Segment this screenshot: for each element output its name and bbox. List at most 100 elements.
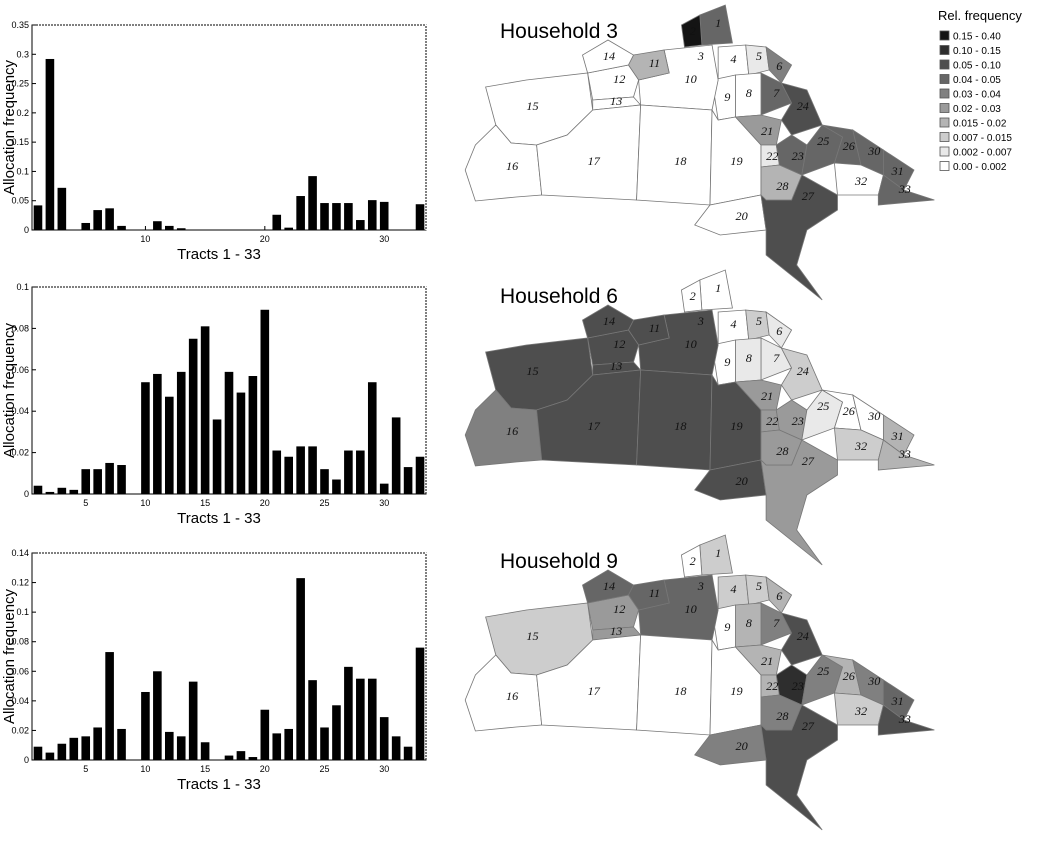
tract-label: 2 (690, 24, 696, 38)
bar-tract-11 (153, 221, 162, 230)
tract-label: 19 (730, 419, 742, 433)
x-tick-label: 25 (320, 498, 330, 508)
bar-tract-28 (356, 450, 365, 494)
bar-tract-20 (260, 709, 270, 760)
bar-tract-12 (165, 225, 174, 230)
tract-2-region (680, 544, 703, 578)
tract-label: 27 (802, 189, 815, 203)
tract-label: 33 (898, 712, 911, 726)
bar-tract-17 (224, 755, 234, 760)
bar-tract-24 (308, 176, 317, 230)
bar-tract-27 (344, 203, 353, 230)
bar-tract-11 (153, 671, 162, 760)
bar-tract-31 (391, 417, 401, 494)
tract-label: 32 (854, 439, 867, 453)
bar-tract-3 (57, 743, 67, 760)
x-tick-label: 25 (320, 764, 330, 774)
tract-label: 19 (730, 684, 742, 698)
tract-label: 4 (730, 317, 736, 331)
tract-24-region (780, 347, 823, 401)
tract-label: 13 (610, 94, 622, 108)
legend-swatch (939, 59, 950, 70)
legend-label: 0.15 - 0.40 (953, 32, 1001, 43)
legend-label: 0.02 - 0.03 (953, 104, 1001, 115)
tract-label: 8 (746, 351, 752, 365)
x-axis-label: Tracts 1 - 33 (177, 776, 261, 793)
x-tick-label: 15 (200, 764, 210, 774)
bar-chart-1: 0 0.05 0.1 0.15 0.2 0.25 0.3 0.35 10 20 30 Tracts 1… (1, 20, 427, 263)
tract-label: 26 (843, 669, 855, 683)
bar-tract-29 (367, 200, 377, 230)
bar-tract-24 (308, 680, 317, 760)
x-tick-label: 10 (140, 498, 150, 508)
legend-title: Rel. frequency (938, 8, 1022, 23)
bar-tract-30 (379, 483, 389, 494)
bar-tract-18 (236, 751, 246, 760)
tract-label: 8 (746, 86, 752, 100)
bar-tract-2 (45, 491, 55, 494)
tract-label: 20 (736, 209, 748, 223)
bar-tract-29 (367, 678, 377, 760)
legend-label: 0.00 - 0.002 (953, 162, 1007, 173)
tract-33-region (877, 704, 935, 736)
tract-label: 31 (891, 429, 904, 443)
tract-label: 7 (773, 86, 780, 100)
tract-33-region (877, 439, 935, 471)
tract-label: 6 (776, 59, 782, 73)
bar-tract-17 (224, 371, 234, 494)
bar-tract-8 (117, 728, 126, 760)
tract-label: 18 (674, 154, 686, 168)
bar-tract-1 (33, 205, 43, 230)
legend-swatch (939, 88, 950, 99)
bar-tract-8 (117, 225, 126, 230)
bar-tract-13 (176, 736, 186, 760)
bar-tract-5 (81, 469, 91, 494)
tract-label: 16 (506, 689, 518, 703)
legend-label: 0.015 - 0.02 (953, 119, 1007, 130)
tract-label: 15 (526, 629, 538, 643)
legend-label: 0.03 - 0.04 (953, 90, 1001, 101)
y-tick-label: 0.05 (11, 196, 29, 206)
bar-tract-12 (165, 731, 174, 760)
tract-label: 25 (817, 664, 829, 678)
tract-label: 7 (773, 351, 780, 365)
bar-tract-26 (332, 705, 341, 760)
y-axis-label: Allocation frequency (1, 588, 18, 724)
tract-label: 23 (792, 679, 804, 693)
tract-label: 3 (697, 579, 704, 593)
y-tick-label: 0.15 (11, 137, 29, 147)
y-tick-label: 0.04 (11, 696, 29, 706)
tract-label: 12 (613, 337, 625, 351)
tract-14-region (582, 304, 635, 339)
tract-28-region (760, 694, 803, 731)
tract-label: 28 (776, 709, 788, 723)
tract-label: 9 (724, 620, 730, 634)
legend-swatch (939, 74, 950, 84)
tract-21-region (734, 379, 782, 411)
y-tick-label: 0.06 (11, 365, 29, 375)
y-tick-label: 0.02 (11, 725, 29, 735)
tract-label: 5 (756, 49, 762, 63)
legend-swatch (939, 30, 950, 41)
tract-label: 21 (761, 389, 773, 403)
legend-label: 0.007 - 0.015 (953, 133, 1012, 144)
bar-tract-15 (200, 742, 210, 760)
tract-label: 1 (715, 16, 721, 30)
tract-label: 14 (603, 579, 615, 593)
tract-label: 22 (766, 679, 778, 693)
tract-20-region (694, 194, 767, 236)
bar-tract-6 (93, 727, 102, 760)
tract-label: 9 (724, 90, 730, 104)
bar-tract-30 (379, 717, 389, 760)
tract-label: 6 (776, 324, 782, 338)
x-tick-label: 10 (140, 234, 150, 244)
tract-label: 12 (613, 602, 625, 616)
bar-tract-7 (105, 462, 114, 494)
bar-tract-15 (200, 326, 210, 494)
tract-28-region (760, 429, 803, 466)
bar-tract-6 (93, 469, 102, 494)
legend-label: 0.05 - 0.10 (953, 61, 1001, 72)
y-tick-label: 0.04 (11, 406, 29, 416)
tract-label: 7 (773, 616, 780, 630)
